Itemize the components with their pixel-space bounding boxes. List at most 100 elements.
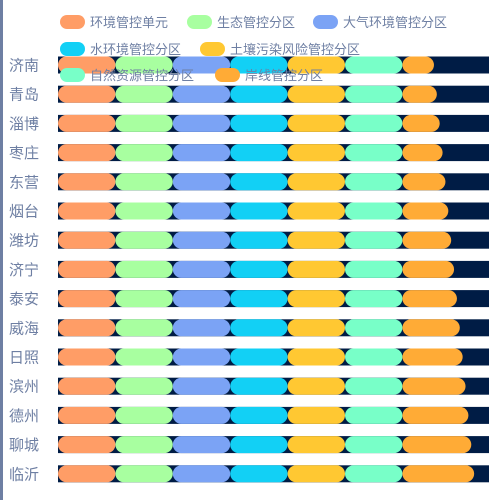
bar-segment-series-0[interactable] <box>58 202 116 220</box>
bar-segment-series-5[interactable] <box>345 114 403 132</box>
bar-segment-series-4[interactable] <box>287 202 345 220</box>
bar-segment-series-4[interactable] <box>287 290 345 308</box>
bar-segment-series-6[interactable] <box>402 406 469 424</box>
bar-segment-series-2[interactable] <box>172 144 231 162</box>
bar-segment-series-4[interactable] <box>287 465 345 483</box>
bar-segment-series-2[interactable] <box>172 290 231 308</box>
bar-segment-series-3[interactable] <box>230 465 288 483</box>
bar-segment-series-1[interactable] <box>115 56 173 74</box>
legend-item[interactable]: 环境管控单元 <box>60 12 168 31</box>
legend-item[interactable]: 自然资源管控分区 <box>60 65 194 84</box>
bar-segment-series-0[interactable] <box>58 406 116 424</box>
bar-segment-series-4[interactable] <box>287 436 345 454</box>
bar-segment-series-1[interactable] <box>115 319 173 337</box>
bar-segment-series-6[interactable] <box>402 260 455 278</box>
bar-segment-series-6[interactable] <box>402 436 472 454</box>
bar-segment-series-0[interactable] <box>58 465 116 483</box>
legend-item[interactable]: 岸线管控分区 <box>215 65 323 84</box>
bar-segment-series-5[interactable] <box>345 260 403 278</box>
bar-segment-series-6[interactable] <box>402 202 449 220</box>
bar-segment-series-3[interactable] <box>230 319 288 337</box>
bar-segment-series-2[interactable] <box>172 348 231 366</box>
bar-segment-series-1[interactable] <box>115 436 173 454</box>
bar-segment-series-6[interactable] <box>402 465 475 483</box>
bar-segment-series-2[interactable] <box>172 114 231 132</box>
bar-segment-series-3[interactable] <box>230 85 288 103</box>
bar-segment-series-3[interactable] <box>230 202 288 220</box>
bar-segment-series-5[interactable] <box>345 85 403 103</box>
bar-segment-series-1[interactable] <box>115 465 173 483</box>
bar-segment-series-0[interactable] <box>58 173 116 191</box>
bar-segment-series-5[interactable] <box>345 231 403 249</box>
bar-segment-series-6[interactable] <box>402 144 443 162</box>
bar-segment-series-4[interactable] <box>287 173 345 191</box>
bar-segment-series-2[interactable] <box>172 319 231 337</box>
bar-segment-series-6[interactable] <box>402 348 463 366</box>
bar-segment-series-1[interactable] <box>115 290 173 308</box>
bar-segment-series-6[interactable] <box>402 173 446 191</box>
bar-segment-series-3[interactable] <box>230 114 288 132</box>
bar-segment-series-0[interactable] <box>58 436 116 454</box>
bar-segment-series-0[interactable] <box>58 144 116 162</box>
bar-segment-series-2[interactable] <box>172 231 231 249</box>
bar-segment-series-3[interactable] <box>230 260 288 278</box>
bar-segment-series-6[interactable] <box>402 377 466 395</box>
bar-segment-series-0[interactable] <box>58 348 116 366</box>
bar-segment-series-4[interactable] <box>287 114 345 132</box>
bar-segment-series-6[interactable] <box>402 56 434 74</box>
bar-segment-series-2[interactable] <box>172 173 231 191</box>
bar-segment-series-4[interactable] <box>287 231 345 249</box>
bar-segment-series-5[interactable] <box>345 319 403 337</box>
bar-segment-series-1[interactable] <box>115 202 173 220</box>
bar-segment-series-0[interactable] <box>58 260 116 278</box>
bar-segment-series-4[interactable] <box>287 85 345 103</box>
bar-segment-series-5[interactable] <box>345 202 403 220</box>
bar-segment-series-1[interactable] <box>115 231 173 249</box>
bar-segment-series-3[interactable] <box>230 144 288 162</box>
bar-segment-series-3[interactable] <box>230 377 288 395</box>
bar-segment-series-5[interactable] <box>345 406 403 424</box>
bar-segment-series-4[interactable] <box>287 377 345 395</box>
bar-segment-series-3[interactable] <box>230 231 288 249</box>
bar-segment-series-3[interactable] <box>230 56 288 74</box>
bar-segment-series-1[interactable] <box>115 144 173 162</box>
bar-segment-series-5[interactable] <box>345 290 403 308</box>
bar-segment-series-0[interactable] <box>58 319 116 337</box>
bar-segment-series-1[interactable] <box>115 348 173 366</box>
legend-item[interactable]: 大气环境管控分区 <box>313 12 447 31</box>
bar-segment-series-4[interactable] <box>287 406 345 424</box>
bar-segment-series-0[interactable] <box>58 85 116 103</box>
bar-segment-series-3[interactable] <box>230 436 288 454</box>
bar-segment-series-5[interactable] <box>345 436 403 454</box>
bar-segment-series-1[interactable] <box>115 85 173 103</box>
bar-segment-series-3[interactable] <box>230 290 288 308</box>
bar-segment-series-3[interactable] <box>230 173 288 191</box>
bar-segment-series-5[interactable] <box>345 465 403 483</box>
bar-segment-series-1[interactable] <box>115 377 173 395</box>
bar-segment-series-5[interactable] <box>345 348 403 366</box>
bar-segment-series-4[interactable] <box>287 56 345 74</box>
legend-item[interactable]: 生态管控分区 <box>187 12 295 31</box>
bar-segment-series-0[interactable] <box>58 290 116 308</box>
bar-segment-series-6[interactable] <box>402 231 452 249</box>
legend-item[interactable]: 水环境管控分区 <box>60 39 181 58</box>
bar-segment-series-2[interactable] <box>172 436 231 454</box>
bar-segment-series-5[interactable] <box>345 144 403 162</box>
bar-segment-series-2[interactable] <box>172 377 231 395</box>
bar-segment-series-1[interactable] <box>115 406 173 424</box>
bar-segment-series-4[interactable] <box>287 319 345 337</box>
bar-segment-series-4[interactable] <box>287 348 345 366</box>
bar-segment-series-0[interactable] <box>58 231 116 249</box>
bar-segment-series-4[interactable] <box>287 144 345 162</box>
bar-segment-series-1[interactable] <box>115 260 173 278</box>
bar-segment-series-2[interactable] <box>172 85 231 103</box>
bar-segment-series-0[interactable] <box>58 377 116 395</box>
bar-segment-series-2[interactable] <box>172 202 231 220</box>
bar-segment-series-6[interactable] <box>402 85 437 103</box>
legend-item[interactable]: 土壤污染风险管控分区 <box>200 39 360 58</box>
bar-segment-series-1[interactable] <box>115 114 173 132</box>
bar-segment-series-4[interactable] <box>287 260 345 278</box>
bar-segment-series-0[interactable] <box>58 114 116 132</box>
bar-segment-series-3[interactable] <box>230 348 288 366</box>
bar-segment-series-2[interactable] <box>172 260 231 278</box>
